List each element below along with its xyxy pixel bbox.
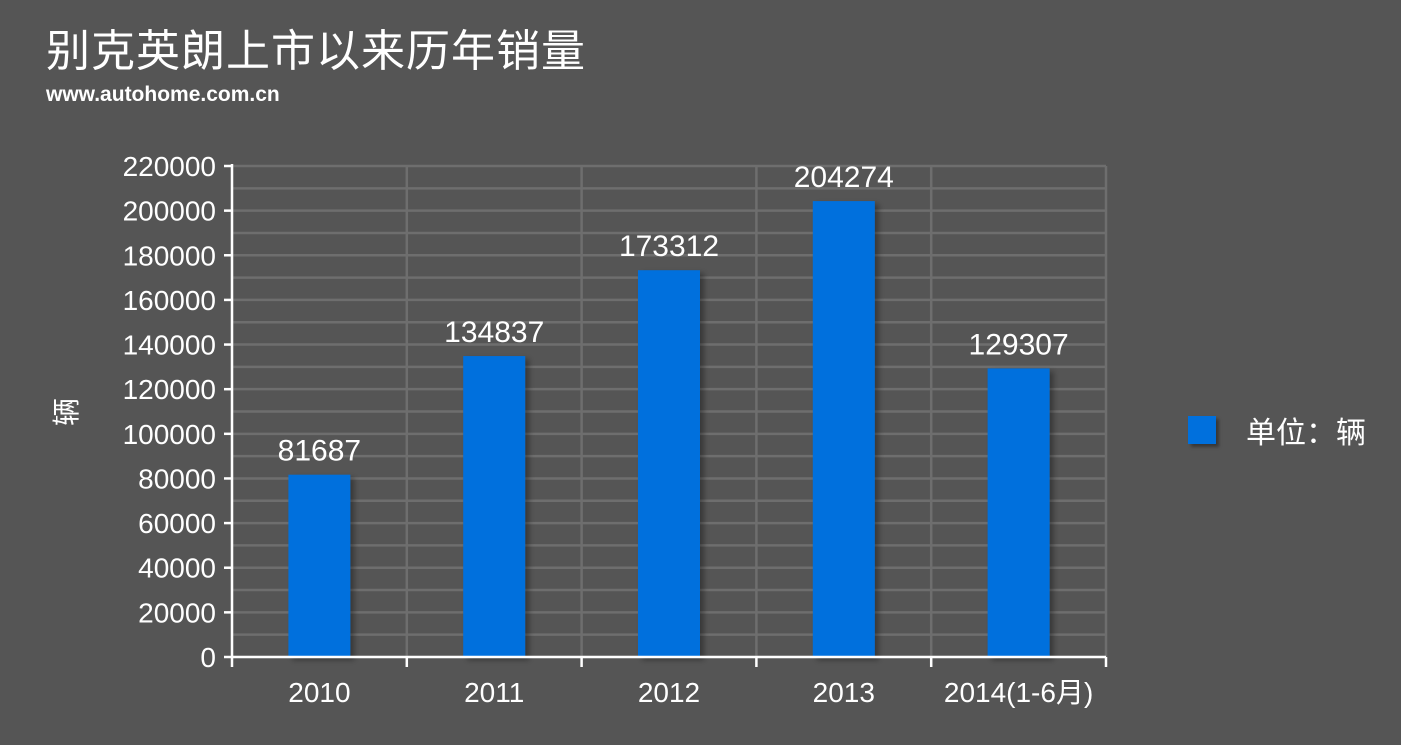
y-tick-label: 80000	[138, 463, 216, 494]
bar-2010	[288, 474, 351, 657]
bar-2013	[812, 201, 875, 657]
chart-title: 别克英朗上市以来历年销量	[46, 26, 586, 77]
x-tick-label: 2013	[813, 677, 875, 708]
chart-subtitle: www.autohome.com.cn	[46, 83, 280, 106]
x-tick-label: 2012	[638, 677, 700, 708]
x-tick-label: 2010	[288, 677, 350, 708]
bar-2012	[638, 270, 700, 657]
y-tick-label: 0	[200, 642, 216, 673]
y-tick-label: 200000	[123, 196, 216, 227]
y-tick-label: 220000	[123, 151, 216, 182]
legend-swatch	[1188, 416, 1216, 444]
legend: 单位：辆	[1188, 408, 1366, 452]
data-label: 204274	[794, 161, 894, 194]
y-tick-label: 180000	[123, 240, 216, 271]
y-tick-label: 120000	[123, 374, 216, 405]
x-tick-label: 2014(1-6月)	[944, 677, 1093, 708]
axes	[224, 164, 1108, 667]
bar-2011	[463, 356, 526, 657]
y-tick-label: 60000	[138, 508, 216, 539]
data-label: 173312	[619, 230, 719, 263]
legend-label: 单位：辆	[1246, 416, 1366, 451]
data-label: 81687	[278, 435, 361, 468]
y-tick-label: 100000	[123, 419, 216, 450]
labels: 0 20000 40000 60000 80000 100000 120000 140000 1…	[123, 151, 1094, 708]
bar-2014(1-6月)	[987, 368, 1050, 657]
x-tick-label: 2011	[464, 677, 524, 708]
bars	[288, 201, 1050, 657]
y-tick-label: 160000	[123, 285, 216, 316]
y-tick-label: 40000	[138, 553, 216, 584]
y-tick-label: 20000	[138, 597, 216, 628]
data-label: 134837	[444, 316, 544, 349]
y-axis-label: 辆	[50, 398, 83, 426]
data-label: 129307	[969, 328, 1069, 361]
y-tick-label: 140000	[123, 330, 216, 361]
